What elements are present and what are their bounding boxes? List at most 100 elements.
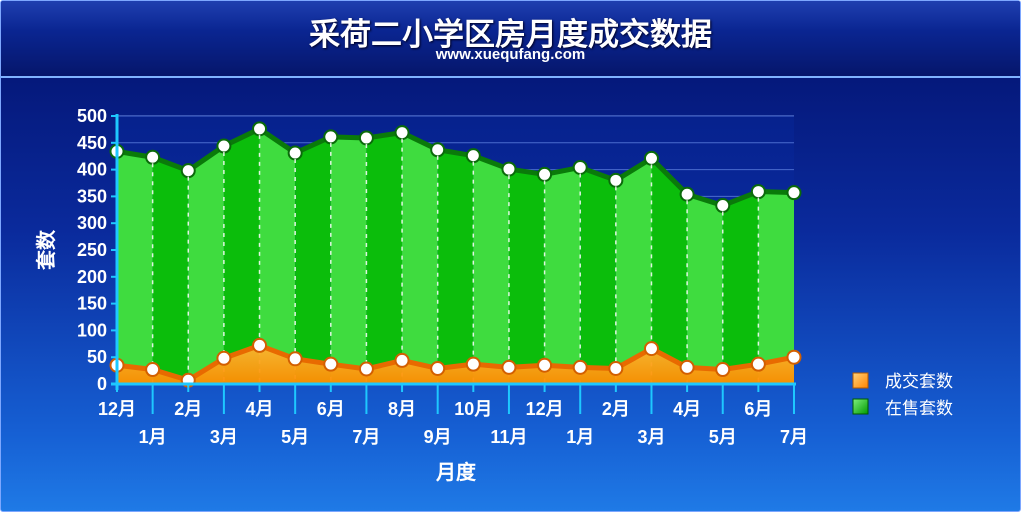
- on-sale-point: [715, 198, 731, 214]
- deals-point: [643, 341, 659, 357]
- x-tick-label: 7月: [352, 427, 380, 447]
- on-sale-point: [679, 186, 695, 202]
- y-axis-title: 套数: [34, 229, 58, 270]
- deals-point: [287, 351, 303, 367]
- y-tick-label: 150: [77, 294, 107, 314]
- on-sale-point: [358, 130, 374, 146]
- on-sale-band: [295, 136, 331, 384]
- on-sale-point: [643, 150, 659, 166]
- on-sale-band: [687, 194, 723, 384]
- on-sale-band: [722, 191, 759, 384]
- deals-point: [465, 356, 481, 372]
- deals-point: [358, 361, 374, 377]
- y-tick-label: 0: [97, 374, 107, 394]
- chart-subtitle: www.xuequfang.com: [435, 46, 586, 63]
- x-tick-label: 5月: [709, 427, 737, 447]
- x-axis-title: 月度: [435, 460, 477, 484]
- x-tick-label: 3月: [637, 427, 665, 447]
- on-sale-point: [786, 185, 802, 201]
- on-sale-band: [223, 128, 260, 384]
- deals-point: [430, 360, 446, 376]
- x-tick-label: 12月: [98, 399, 136, 419]
- on-sale-band: [437, 149, 474, 384]
- y-tick-label: 250: [77, 240, 107, 260]
- x-tick-label: 9月: [424, 427, 452, 447]
- on-sale-band: [366, 132, 403, 384]
- axes: [111, 114, 796, 414]
- deals-point: [679, 359, 695, 375]
- on-sale-point: [537, 166, 553, 182]
- legend-swatch-deals: [852, 372, 869, 389]
- on-sale-band: [188, 146, 224, 384]
- on-sale-band: [152, 157, 189, 384]
- on-sale-band: [259, 128, 296, 384]
- deals-point: [537, 357, 553, 373]
- deals-point: [501, 359, 517, 375]
- on-sale-band: [651, 158, 688, 384]
- x-tick-label: 12月: [526, 399, 564, 419]
- deals-series: [109, 337, 802, 388]
- legend-label-deals: 成交套数: [885, 372, 953, 392]
- legend-label-on-sale: 在售套数: [885, 399, 953, 419]
- on-sale-band: [508, 169, 545, 384]
- y-tick-label: 400: [77, 160, 107, 180]
- y-tick-label: 350: [77, 186, 107, 206]
- on-sale-point: [501, 161, 517, 177]
- x-tick-label: 5月: [281, 427, 309, 447]
- deals-point: [394, 352, 410, 368]
- y-tick-label: 450: [77, 133, 107, 153]
- on-sale-point: [465, 148, 481, 164]
- on-sale-point: [145, 149, 161, 165]
- deals-area: [117, 345, 794, 384]
- x-tick-label: 3月: [210, 427, 238, 447]
- x-tick-labels: 12月1月2月3月4月5月6月7月8月9月10月11月12月1月2月3月4月5月…: [98, 399, 808, 447]
- x-tick-label: 6月: [744, 399, 772, 419]
- x-tick-label: 2月: [602, 399, 630, 419]
- deals-point: [786, 349, 802, 365]
- on-sale-point: [180, 163, 196, 179]
- deals-point: [608, 360, 624, 376]
- on-sale-band: [615, 158, 652, 384]
- on-sale-point: [430, 142, 446, 158]
- on-sale-point: [323, 129, 339, 145]
- on-sale-point: [572, 159, 588, 175]
- deals-point: [715, 362, 731, 378]
- title-band: 采荷二小学区房月度成交数据 www.xuequfang.com: [1, 1, 1020, 78]
- deals-point: [145, 362, 161, 378]
- on-sale-band: [580, 167, 616, 384]
- on-sale-band: [117, 151, 153, 384]
- on-sale-band: [473, 155, 509, 384]
- on-sale-point: [216, 138, 232, 154]
- deals-point: [572, 359, 588, 375]
- legend: 成交套数 在售套数: [852, 372, 953, 419]
- deals-point: [252, 337, 268, 353]
- on-sale-point: [750, 184, 766, 200]
- chart-title: 采荷二小学区房月度成交数据: [309, 17, 712, 53]
- on-sale-point: [608, 172, 624, 188]
- deals-point: [216, 350, 232, 366]
- x-tick-label: 2月: [174, 399, 202, 419]
- x-tick-label: 10月: [454, 399, 492, 419]
- x-tick-label: 4月: [246, 399, 274, 419]
- y-tick-label: 200: [77, 267, 107, 287]
- deals-point: [750, 356, 766, 372]
- on-sale-series: [109, 121, 802, 384]
- on-sale-point: [287, 145, 303, 161]
- on-sale-point: [252, 121, 268, 137]
- x-tick-label: 1月: [139, 427, 167, 447]
- on-sale-point: [394, 125, 410, 141]
- y-tick-label: 50: [87, 347, 107, 367]
- legend-swatch-on-sale: [852, 398, 869, 415]
- x-tick-label: 6月: [317, 399, 345, 419]
- x-tick-label: 1月: [566, 427, 594, 447]
- on-sale-band: [544, 167, 581, 384]
- deals-point: [323, 356, 339, 372]
- y-tick-label: 300: [77, 213, 107, 233]
- on-sale-band: [330, 136, 367, 384]
- column-dividers: [151, 134, 760, 384]
- x-tick-label: 7月: [780, 427, 808, 447]
- on-sale-band: [402, 132, 438, 384]
- x-tick-label: 11月: [490, 427, 527, 447]
